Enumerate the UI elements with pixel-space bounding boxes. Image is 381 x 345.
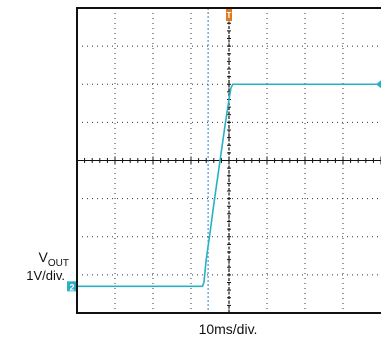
channel-marker-box bbox=[67, 281, 77, 292]
channel-scale-value: 1V/div. bbox=[26, 268, 65, 283]
channel-scale-label: VOUT bbox=[39, 249, 69, 269]
trace-layer: 2 bbox=[67, 83, 381, 292]
plot-frame bbox=[76, 7, 381, 314]
trigger-position-label: T bbox=[227, 11, 232, 20]
trigger-position-marker bbox=[226, 9, 232, 21]
channel-marker-label: 2 bbox=[69, 282, 74, 292]
trace-vout bbox=[77, 83, 381, 288]
channel-name-base: V bbox=[39, 249, 49, 265]
channel-name-subscript: OUT bbox=[48, 258, 69, 269]
x-axis-label: 10ms/div. bbox=[199, 321, 258, 337]
trigger-level-marker bbox=[376, 80, 381, 89]
marker-layer: T bbox=[226, 9, 381, 89]
